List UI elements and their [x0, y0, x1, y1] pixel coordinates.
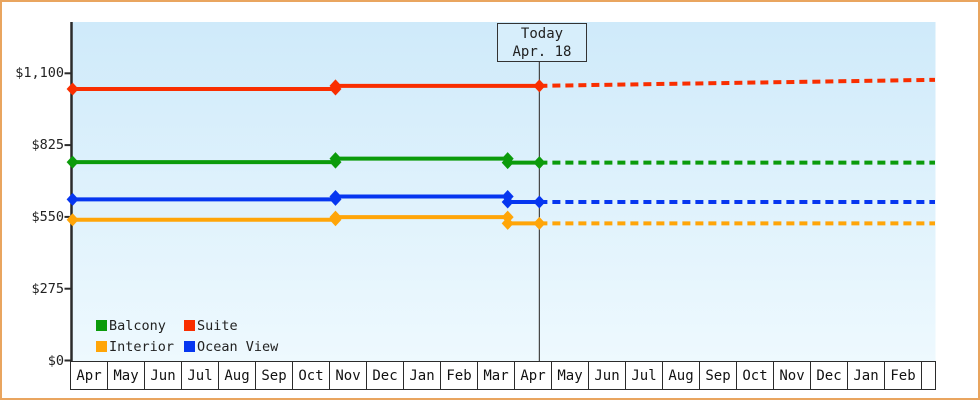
series-projection-suite [539, 77, 936, 88]
data-point-balcony [501, 156, 514, 170]
legend-label: Interior [109, 338, 175, 355]
data-point-interior [66, 213, 79, 227]
month-cell: Dec [366, 361, 404, 390]
month-cell: Mar [477, 361, 515, 390]
month-cell: Jul [181, 361, 219, 390]
legend-item-balcony: Balcony [96, 318, 184, 334]
data-point-suite [533, 79, 546, 93]
month-cell: Feb [884, 361, 922, 390]
month-cell: Sep [699, 361, 737, 390]
legend-swatch-suite [184, 320, 195, 331]
data-point-ocean-view [329, 190, 342, 204]
y-axis-label: $1,100 [15, 65, 64, 82]
month-cell: Sep [255, 361, 293, 390]
plot-background [71, 22, 936, 362]
legend-swatch-ocean-view [184, 341, 195, 352]
month-cell: Jan [847, 361, 885, 390]
data-point-balcony [329, 152, 342, 166]
legend-label: Ocean View [197, 338, 279, 355]
data-point-interior [501, 216, 514, 230]
month-cell: Nov [773, 361, 811, 390]
month-cell: Nov [329, 361, 367, 390]
month-cell: Feb [440, 361, 478, 390]
month-cell-empty [921, 361, 936, 390]
month-cell: Dec [810, 361, 848, 390]
x-axis-month-row: Apr May Jun Jul Aug Sep Oct Nov Dec Jan Feb Mar Apr M… [70, 361, 936, 390]
today-label: Today [520, 25, 564, 42]
data-point-balcony [66, 155, 79, 169]
today-marker-box: Today Apr. 18 [497, 23, 587, 62]
month-cell: May [551, 361, 589, 390]
legend-item-interior: Interior [96, 339, 184, 355]
legend-swatch-balcony [96, 320, 107, 331]
month-cell: Oct [736, 361, 774, 390]
month-cell: Jun [144, 361, 182, 390]
legend-item-ocean-view: Ocean View [184, 339, 278, 355]
legend-label: Balcony [109, 317, 166, 334]
data-point-suite [66, 82, 79, 96]
legend-label: Suite [197, 317, 238, 334]
data-point-balcony [533, 156, 546, 170]
data-point-suite [329, 79, 342, 93]
data-point-ocean-view [66, 192, 79, 206]
y-axis-label: $825 [31, 137, 64, 154]
y-axis-labels: $0 $275 $550 $825 $1,100 [2, 2, 72, 398]
data-point-interior [533, 216, 546, 230]
today-date: Apr. 18 [512, 43, 572, 60]
month-cell: Jun [588, 361, 626, 390]
month-cell: May [107, 361, 145, 390]
month-cell: Apr [514, 361, 552, 390]
data-point-ocean-view [501, 195, 514, 209]
data-point-ocean-view [533, 195, 546, 209]
month-cell: Jul [625, 361, 663, 390]
data-point-interior [329, 210, 342, 224]
y-axis-label: $550 [31, 208, 64, 225]
legend-swatch-interior [96, 341, 107, 352]
legend: Balcony Suite Interior Ocean View [96, 315, 278, 357]
legend-item-suite: Suite [184, 318, 278, 334]
y-axis-label: $275 [31, 280, 64, 297]
month-cell: Oct [292, 361, 330, 390]
month-cell: Aug [662, 361, 700, 390]
month-cell: Jan [403, 361, 441, 390]
y-axis-label: $0 [47, 352, 64, 369]
month-cell: Aug [218, 361, 256, 390]
month-cell: Apr [70, 361, 108, 390]
